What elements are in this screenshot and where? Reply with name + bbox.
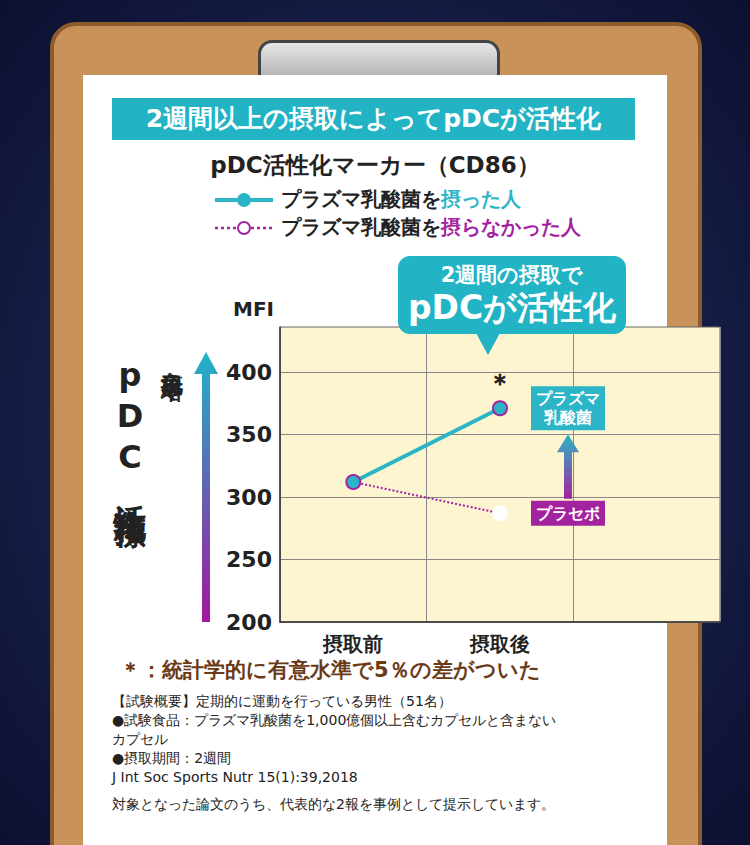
html-text:免疫司令塔: 免疫司令塔: [160, 354, 185, 364]
svg-text:摂取後: 摂取後: [469, 632, 530, 656]
html-text:プラズマ乳酸菌を摂った人: プラズマ乳酸菌を摂った人: [281, 187, 521, 211]
svg-text:400: 400: [226, 360, 272, 385]
svg-text:200: 200: [226, 610, 272, 635]
svg-text:300: 300: [226, 485, 272, 510]
svg-text:摂取前: 摂取前: [322, 632, 383, 656]
svg-text:350: 350: [226, 422, 272, 447]
html-text:pDC活性化マーカー（CD86）: pDC活性化マーカー（CD86）: [210, 152, 540, 178]
svg-text:250: 250: [226, 547, 272, 572]
html-text:＊：統計学的に有意水準で5％の差がついた: ＊：統計学的に有意水準で5％の差がついた: [120, 658, 541, 682]
html-text:プラズマ乳酸菌を摂らなかった人: プラズマ乳酸菌を摂らなかった人: [281, 215, 581, 239]
html-text:J Int Soc Sports Nutr 15(1):39: J Int Soc Sports Nutr 15(1):39,2018: [112, 769, 358, 785]
svg-text:MFI: MFI: [233, 297, 274, 321]
html-text:【試験概要】定期的に運動を行っている男性（51名）: 【試験概要】定期的に運動を行っている男性（51名）: [112, 693, 452, 709]
html-text:pDCが活性化: pDCが活性化: [407, 288, 617, 327]
html-text:2週間の摂取で: 2週間の摂取で: [440, 263, 584, 287]
html-text:対象となった論文のうち、代表的な2報を事例として提示していま: 対象となった論文のうち、代表的な2報を事例として提示しています。: [112, 796, 555, 812]
svg-text:＊: ＊: [487, 368, 513, 398]
svg-text:プラズマ: プラズマ: [536, 389, 600, 408]
html-text:2週間以上の摂取によってpDCが活性化: 2週間以上の摂取によってpDCが活性化: [145, 104, 602, 133]
html-text:●試験食品：プラズマ乳酸菌を1,000億個以上含むカプセルと: ●試験食品：プラズマ乳酸菌を1,000億個以上含むカプセルと含まないカプセル: [112, 712, 557, 747]
html-text:pDC活性化指標: pDC活性化指標: [111, 356, 149, 494]
svg-text:プラセボ: プラセボ: [536, 504, 600, 523]
svg-text:乳酸菌: 乳酸菌: [543, 408, 592, 427]
html-text:●摂取期間：2週間: ●摂取期間：2週間: [112, 750, 232, 766]
